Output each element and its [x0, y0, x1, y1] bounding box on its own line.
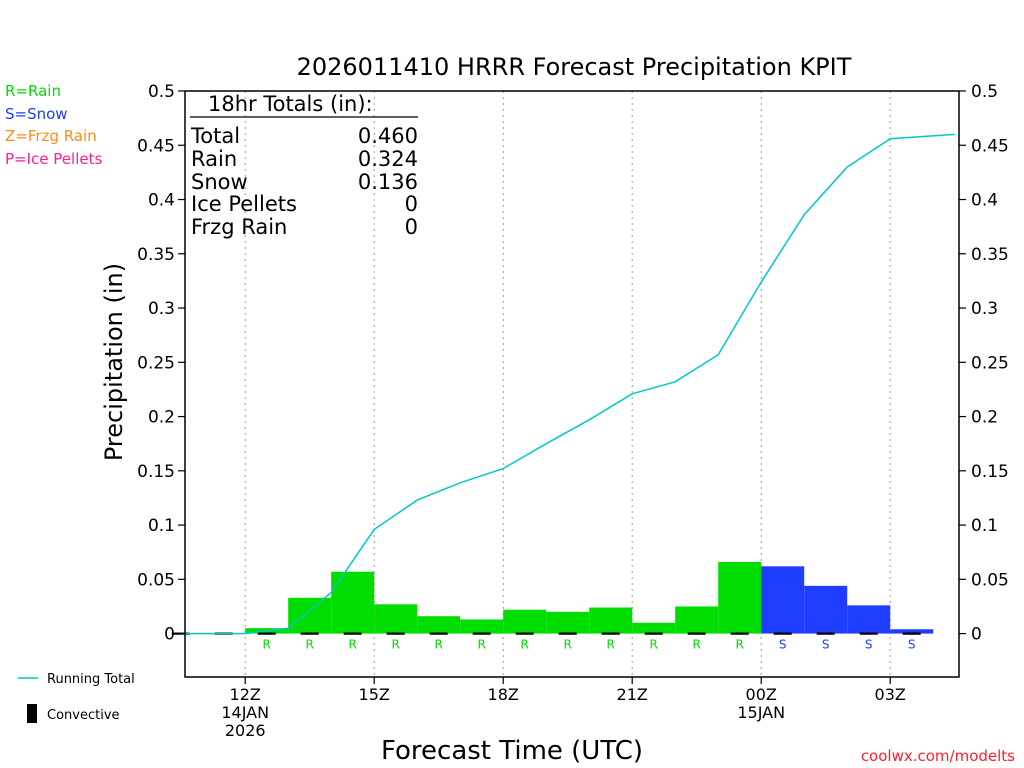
totals-label-rain: Rain — [191, 147, 237, 171]
gridlines — [244, 91, 891, 677]
ytick-label-right-6: 0.3 — [971, 299, 998, 319]
xtick-label-0-2: 2026 — [225, 721, 266, 740]
totals-box: 18hr Totals (in): Total 0.460 Rain 0.324… — [190, 92, 418, 239]
totals-label-snow: Snow — [191, 170, 248, 194]
bar-12 — [675, 606, 719, 634]
ytick-label-right-3: 0.15 — [971, 462, 1009, 482]
ytick-label-left-3: 0.15 — [137, 462, 175, 482]
ytick-label-left-2: 0.1 — [148, 516, 175, 536]
ytick-label-left-8: 0.4 — [148, 191, 175, 211]
xtick-label-0-0: 12Z — [230, 685, 261, 704]
legend-frzg-rain: Z=Frzg Rain — [5, 127, 97, 145]
ytick-label-right-8: 0.4 — [971, 191, 998, 211]
bar-9 — [546, 611, 590, 634]
bar-label-3: R — [306, 638, 314, 652]
bar-5 — [374, 604, 418, 634]
plot-frame — [184, 90, 960, 678]
ytick-label-left-4: 0.2 — [148, 408, 175, 428]
chart-title: 2026011410 HRRR Forecast Precipitation K… — [297, 53, 852, 81]
bar-label-11: R — [650, 638, 658, 652]
ytick-label-left-5: 0.25 — [137, 353, 175, 373]
bar-label-9: R — [564, 638, 572, 652]
bar-6 — [417, 616, 461, 634]
xtick-label-0-1: 14JAN — [221, 703, 269, 722]
ytick-label-right-10: 0.5 — [971, 82, 998, 102]
totals-value-ice-pellets: 0 — [405, 192, 418, 216]
totals-value-rain: 0.324 — [358, 147, 418, 171]
bar-label-5: R — [392, 638, 400, 652]
ytick-label-left-7: 0.35 — [137, 245, 175, 265]
bar-17 — [890, 629, 934, 634]
ytick-label-left-0: 0 — [164, 625, 175, 645]
xtick-label-4-0: 00Z — [746, 685, 777, 704]
y-axis-label: Precipitation (in) — [100, 263, 128, 461]
bar-label-14: S — [779, 638, 787, 652]
credit-text: coolwx.com/modelts — [861, 747, 1015, 765]
bar-label-2: R — [263, 638, 271, 652]
bar-label-6: R — [435, 638, 443, 652]
legend-rain: R=Rain — [5, 82, 61, 100]
ytick-label-left-1: 0.05 — [137, 570, 175, 590]
bar-8 — [503, 609, 547, 634]
bars — [245, 561, 934, 634]
bar-15 — [804, 585, 848, 634]
ytick-label-right-7: 0.35 — [971, 245, 1009, 265]
bar-label-10: R — [607, 638, 615, 652]
bar-label-12: R — [693, 638, 701, 652]
totals-label-ice-pellets: Ice Pellets — [191, 192, 297, 216]
xtick-label-5-0: 03Z — [875, 685, 906, 704]
bar-label-15: S — [822, 638, 830, 652]
ytick-label-right-5: 0.25 — [971, 353, 1009, 373]
bar-14 — [761, 566, 805, 634]
bar-label-4: R — [349, 638, 357, 652]
ytick-label-right-9: 0.45 — [971, 136, 1009, 156]
bar-label-17: S — [908, 638, 916, 652]
bar-16 — [847, 605, 891, 634]
xtick-label-3-0: 21Z — [617, 685, 648, 704]
xtick-label-1-0: 15Z — [359, 685, 390, 704]
ytick-label-left-10: 0.5 — [148, 82, 175, 102]
legend-snow: S=Snow — [5, 105, 68, 123]
totals-value-frzg-rain: 0 — [405, 215, 418, 239]
xtick-label-4-1: 15JAN — [737, 703, 785, 722]
totals-value-snow: 0.136 — [358, 170, 418, 194]
bar-label-16: S — [865, 638, 873, 652]
convective-legend-swatch — [27, 704, 37, 723]
x-axis-label: Forecast Time (UTC) — [381, 736, 643, 766]
bar-3 — [288, 597, 332, 634]
running-total-legend-label: Running Total — [47, 672, 135, 687]
bar-10 — [589, 607, 633, 634]
ytick-label-right-4: 0.2 — [971, 408, 998, 428]
bar-label-13: R — [736, 638, 744, 652]
xtick-label-2-0: 18Z — [488, 685, 519, 704]
totals-label-total: Total — [190, 124, 240, 148]
ytick-label-right-2: 0.1 — [971, 516, 998, 536]
ytick-label-right-0: 0 — [971, 625, 982, 645]
totals-value-total: 0.460 — [358, 124, 418, 148]
ytick-label-left-9: 0.45 — [137, 136, 175, 156]
bar-7 — [460, 619, 504, 634]
totals-label-frzg-rain: Frzg Rain — [191, 215, 287, 239]
convective-legend-label: Convective — [47, 708, 120, 723]
y-axis-ticks: 0 00.05 0.050.1 0.10.15 0.150.2 0.20.25 0.250.… — [137, 82, 1009, 645]
ytick-label-left-6: 0.3 — [148, 299, 175, 319]
legend-ice-pellets: P=Ice Pellets — [5, 150, 102, 168]
ytick-label-right-1: 0.05 — [971, 570, 1009, 590]
bar-11 — [632, 622, 676, 634]
running-total-line — [180, 133, 955, 635]
bar-4 — [331, 571, 375, 634]
bar-13 — [718, 561, 762, 634]
running-total-layer — [180, 133, 955, 635]
totals-header: 18hr Totals (in): — [208, 92, 373, 116]
bar-label-8: R — [521, 638, 529, 652]
bar-label-7: R — [478, 638, 486, 652]
